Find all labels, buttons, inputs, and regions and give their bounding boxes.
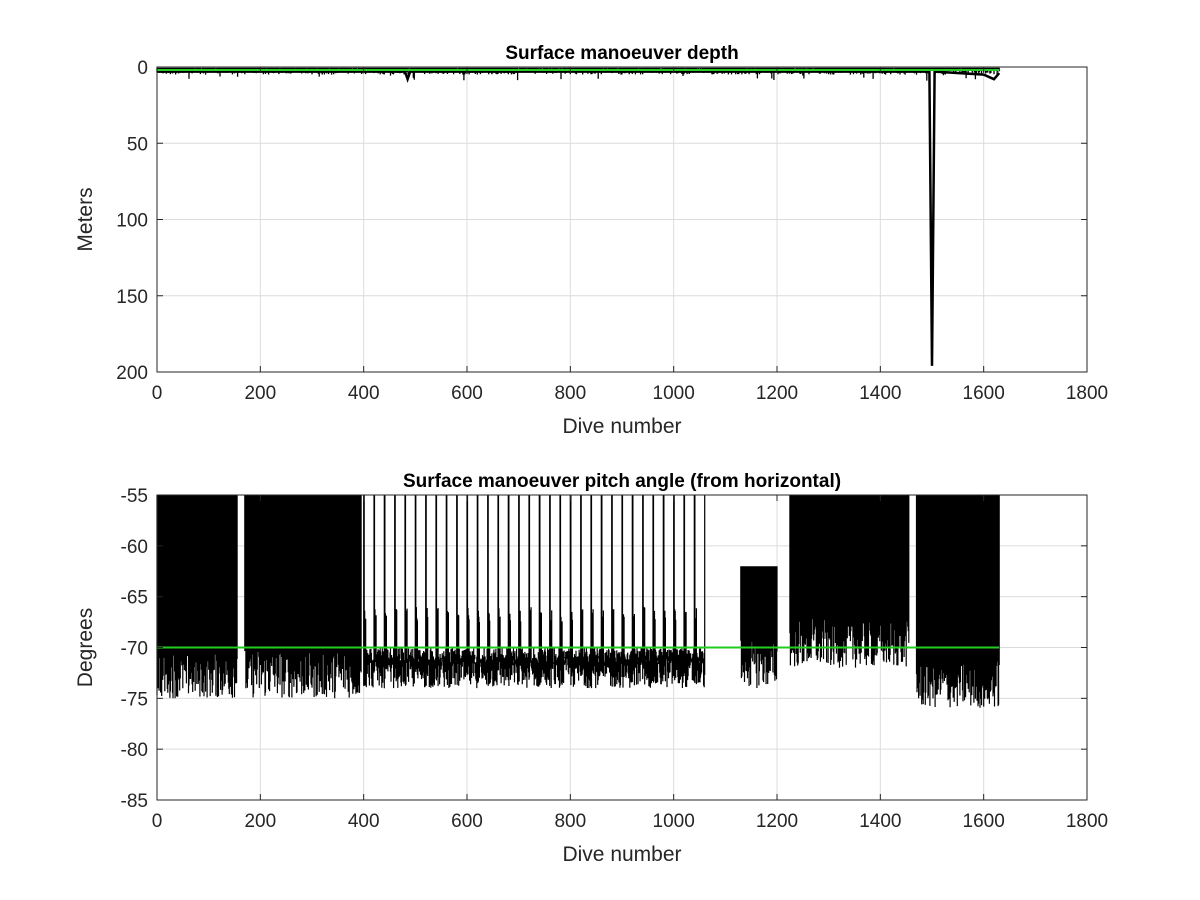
x-tick-label: 1600 (963, 811, 1005, 832)
y-axis-label: Meters (74, 187, 97, 251)
x-tick-label: 200 (244, 383, 276, 404)
x-axis-label: Dive number (562, 843, 681, 866)
x-axis-label: Dive number (562, 415, 681, 438)
y-tick-label: -70 (121, 639, 148, 660)
x-tick-label: 200 (244, 811, 276, 832)
x-tick-label: 0 (152, 383, 163, 404)
chart-title: Surface manoeuver depth (505, 43, 738, 64)
x-tick-label: 400 (348, 811, 380, 832)
x-tick-label: 1400 (859, 383, 901, 404)
x-tick-label: 800 (554, 383, 586, 404)
y-tick-label: -80 (121, 740, 148, 761)
y-tick-label: 200 (116, 363, 148, 384)
y-tick-label: -60 (121, 537, 148, 558)
x-tick-label: 800 (554, 811, 586, 832)
y-tick-label: 100 (116, 211, 148, 232)
x-tick-label: 600 (451, 811, 483, 832)
x-tick-label: 0 (152, 811, 163, 832)
x-tick-label: 1600 (963, 383, 1005, 404)
chart-2: 0 200 400 600 800 1000 1200 1400 1600 1800 -55 -60 -… (74, 471, 1108, 866)
chart-1: 0 200 400 600 800 1000 1200 1400 1600 18000501001… (74, 43, 1108, 438)
y-tick-label: 0 (137, 58, 148, 79)
x-tick-label: 1400 (859, 811, 901, 832)
x-tick-label: 1800 (1066, 383, 1108, 404)
x-tick-label: 1200 (756, 383, 798, 404)
y-tick-label: -55 (121, 486, 148, 507)
y-tick-label: 50 (127, 134, 148, 155)
y-tick-label: 150 (116, 287, 148, 308)
y-tick-label: -75 (121, 689, 148, 710)
y-tick-label: -85 (121, 791, 148, 812)
y-axis-label: Degrees (74, 608, 97, 687)
x-tick-label: 1200 (756, 811, 798, 832)
y-tick-label: -65 (121, 588, 148, 609)
x-tick-label: 600 (451, 383, 483, 404)
x-tick-label: 1000 (653, 383, 695, 404)
chart-title: Surface manoeuver pitch angle (from hori… (403, 471, 841, 492)
x-tick-label: 1800 (1066, 811, 1108, 832)
x-tick-label: 1000 (653, 811, 695, 832)
x-tick-label: 400 (348, 383, 380, 404)
